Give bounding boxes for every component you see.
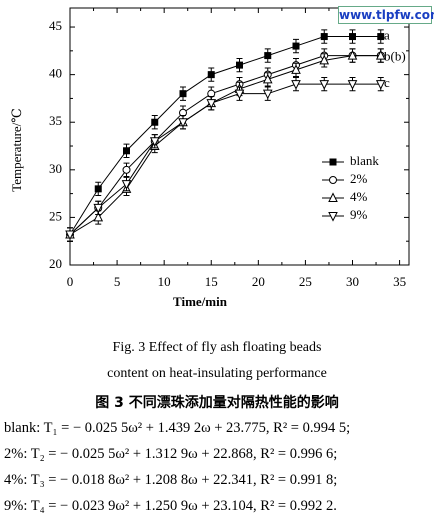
marker [291,64,301,74]
marker [328,212,338,222]
legend-label: blank [350,153,379,168]
marker [93,211,104,222]
y-tick-label: 25 [49,208,62,223]
watermark: www.tlpfw.com [338,6,434,24]
marker [121,180,132,190]
legend-label: 4% [350,189,368,204]
equation: 4%: T₃ = − 0.018 8ω² + 1.208 8ω + 22.341… [4,472,338,488]
marker [94,185,102,193]
x-tick-label: 30 [346,274,359,289]
annotation: b(b) [384,49,406,64]
annotation: c [384,75,390,90]
marker [262,89,273,100]
x-tick-label: 5 [114,274,121,289]
marker [234,89,245,100]
y-tick-label: 20 [49,256,62,271]
marker [291,80,301,90]
x-tick-label: 35 [393,274,406,289]
marker [329,176,337,184]
equation: 9%: T₄ = − 0.023 9ω² + 1.250 9ω + 23.104… [4,498,337,514]
marker [377,33,385,41]
marker [375,49,386,60]
x-axis-label: Time/min [173,294,228,309]
marker [206,99,217,109]
x-tick-label: 0 [67,274,74,289]
chart: Time/min Temperature/℃ 0 5 10 15 20 25 30 35 20 2… [9,7,410,309]
marker [151,118,159,126]
marker [292,42,300,50]
marker [347,49,358,60]
x-tick-label: 10 [158,274,171,289]
caption-cn: 图 3 不同漂珠添加量对隔热性能的影响 [95,395,339,411]
series-line [69,55,381,235]
marker [264,52,272,60]
equation: 2%: T₂ = − 0.025 5ω² + 1.312 9ω + 22.868… [4,446,338,462]
plot-frame [69,7,410,266]
legend-label: 9% [350,207,368,222]
x-tick-label: 20 [252,274,265,289]
y-tick-label: 35 [49,113,62,128]
series-line [69,83,381,235]
marker [320,33,328,41]
marker [65,230,75,241]
series-line [69,55,381,235]
y-axis-label: Temperature/℃ [9,108,24,192]
marker [375,80,386,90]
marker [236,61,243,69]
series-line [69,36,381,235]
caption: content on heat-insulating performance [107,366,327,381]
marker [262,73,273,84]
marker [329,158,337,166]
marker [328,192,338,202]
y-tick-label: 40 [49,66,62,81]
marker [349,33,356,41]
legend-label: 2% [350,171,368,186]
equation: blank: T₁ = − 0.025 5ω² + 1.439 2ω + 23.… [4,420,351,436]
y-tick-label: 45 [49,18,62,33]
x-tick-label: 15 [205,274,218,289]
marker [93,203,104,214]
marker [178,118,188,128]
marker [319,80,330,90]
caption: Fig. 3 Effect of fly ash floating beads [112,340,322,355]
marker [149,137,160,147]
marker [207,71,215,79]
marker [123,147,130,155]
x-tick-label: 25 [299,274,312,289]
marker [319,54,330,65]
marker [122,165,131,174]
marker [179,90,187,98]
y-tick-label: 30 [49,161,62,176]
annotation: a [384,28,390,43]
marker [347,80,358,90]
